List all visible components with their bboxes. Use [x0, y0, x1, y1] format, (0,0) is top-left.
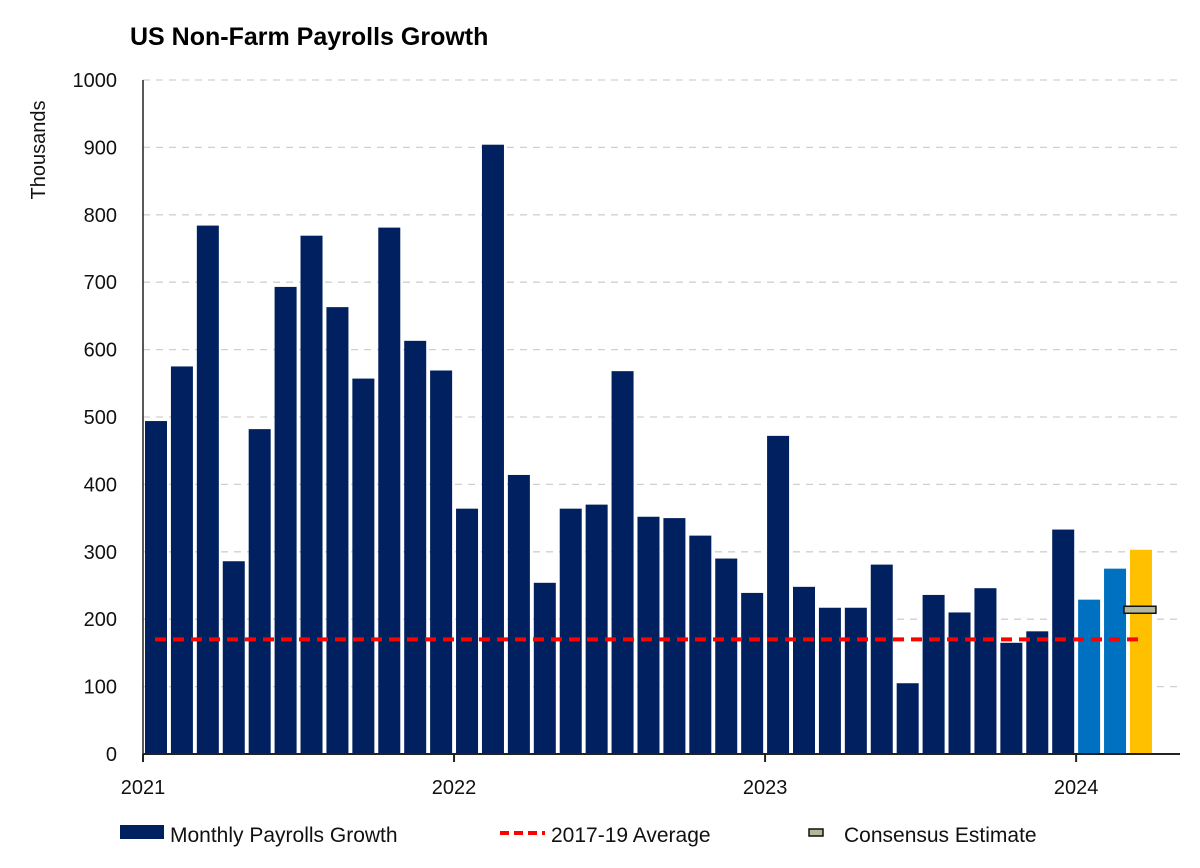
bar-2022-10 [689, 535, 712, 754]
bar-2021-05 [248, 429, 271, 754]
bar-2021-03 [196, 225, 219, 755]
bar-2022-02 [481, 144, 504, 755]
y-tick-label: 100 [84, 677, 117, 699]
bar-2021-09 [352, 378, 375, 754]
bar-2022-12 [741, 592, 764, 754]
bar-2021-12 [430, 370, 453, 754]
bar-2023-08 [948, 612, 971, 754]
legend-swatch-payrolls [120, 825, 164, 839]
bar-2023-06 [896, 683, 919, 754]
bar-2021-08 [326, 307, 349, 754]
bar-2021-04 [222, 561, 245, 754]
bar-2022-11 [715, 558, 738, 754]
bar-2022-09 [663, 518, 686, 754]
x-tick-label: 2022 [432, 777, 477, 799]
overlays [155, 605, 1157, 642]
bars [145, 144, 1152, 755]
x-tick-label: 2024 [1054, 777, 1099, 799]
bar-2023-04 [844, 607, 867, 754]
bar-2024-03 [1129, 549, 1152, 754]
chart-title: US Non-Farm Payrolls Growth [130, 23, 488, 51]
bar-2022-04 [533, 582, 556, 754]
bar-2023-09 [974, 588, 997, 754]
bar-2023-01 [767, 435, 790, 754]
bar-2021-11 [404, 340, 427, 754]
bar-2023-02 [793, 586, 815, 754]
bar-2021-01 [145, 421, 167, 754]
bar-2021-07 [300, 235, 323, 755]
y-tick-label: 0 [106, 744, 117, 766]
legend: Monthly Payrolls Growth 2017-19 Average Co… [120, 824, 1037, 847]
y-tick-label: 700 [84, 272, 117, 294]
y-tick-label: 800 [84, 205, 117, 227]
legend-swatch-consensus [808, 828, 824, 837]
bar-2023-11 [1026, 631, 1049, 754]
y-tick-label: 200 [84, 609, 117, 631]
y-tick-label: 500 [84, 407, 117, 429]
bar-2021-06 [274, 286, 297, 754]
bar-2024-02 [1104, 568, 1127, 754]
bar-2022-03 [507, 474, 530, 754]
legend-label-payrolls: Monthly Payrolls Growth [170, 824, 398, 847]
bar-2024-01 [1078, 599, 1101, 754]
legend-label-consensus: Consensus Estimate [844, 824, 1037, 847]
bar-2021-10 [378, 227, 401, 754]
bar-2022-07 [611, 371, 634, 754]
gridlines [143, 79, 1180, 688]
x-axis: 2021 2022 2023 2024 [121, 80, 1180, 799]
y-tick-label: 900 [84, 137, 117, 159]
y-tick-label: 400 [84, 474, 117, 496]
legend-label-average: 2017-19 Average [551, 824, 711, 847]
bar-2021-02 [170, 366, 193, 754]
bar-2022-08 [637, 516, 660, 754]
bar-2022-05 [559, 508, 582, 754]
y-axis-label: Thousands [28, 101, 50, 200]
consensus-marker [1123, 605, 1157, 615]
y-tick-label: 600 [84, 340, 117, 362]
x-tick-label: 2023 [743, 777, 788, 799]
bar-2023-12 [1052, 529, 1075, 754]
bar-2023-03 [818, 607, 841, 754]
y-tick-label: 1000 [73, 70, 118, 92]
bar-2023-05 [870, 564, 893, 754]
y-tick-label: 300 [84, 542, 117, 564]
bar-2022-01 [456, 508, 479, 754]
bar-2023-07 [922, 594, 945, 754]
y-ticks: 0 100 200 300 400 500 600 700 800 900 1000 [73, 70, 118, 766]
bar-2022-06 [585, 504, 608, 754]
x-tick-label: 2021 [121, 777, 166, 799]
bar-2023-10 [1000, 642, 1023, 754]
